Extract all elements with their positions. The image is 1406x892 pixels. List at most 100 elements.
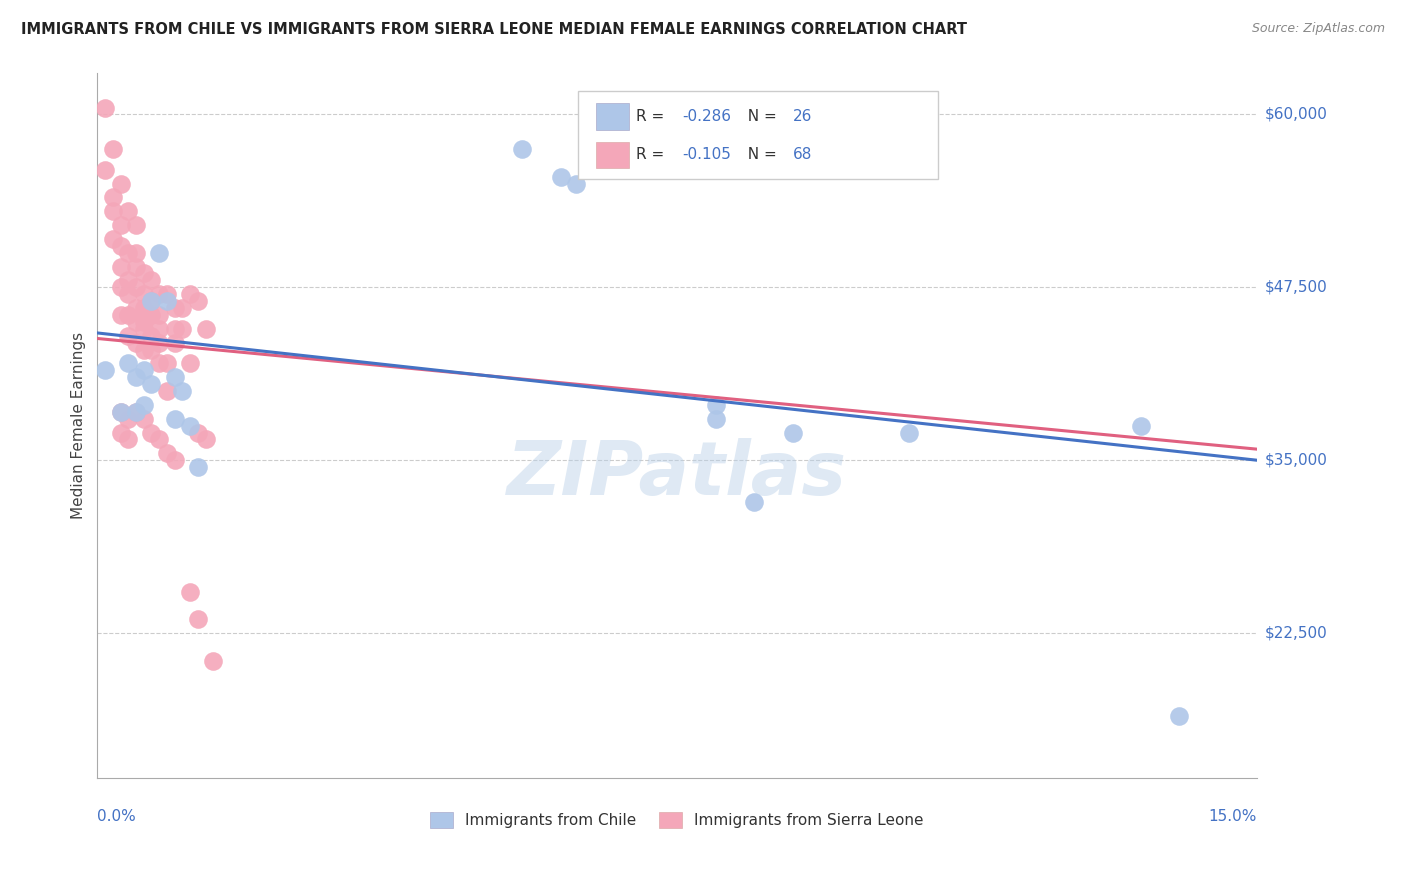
Point <box>117 245 139 260</box>
Point <box>148 287 170 301</box>
Text: R =: R = <box>637 147 669 162</box>
Point <box>156 294 179 309</box>
Point <box>132 398 155 412</box>
Point <box>782 425 804 440</box>
Point <box>125 260 148 274</box>
Point <box>172 322 194 336</box>
Point <box>148 308 170 322</box>
Point <box>704 398 727 412</box>
Point <box>179 356 201 370</box>
Point <box>117 273 139 287</box>
Point <box>141 328 163 343</box>
Point <box>141 294 163 309</box>
Point <box>163 453 186 467</box>
Point <box>163 411 186 425</box>
Point <box>132 315 155 329</box>
Point <box>187 612 209 626</box>
Point <box>194 433 217 447</box>
Point <box>110 308 132 322</box>
Point <box>110 239 132 253</box>
Point <box>179 418 201 433</box>
Text: N =: N = <box>738 109 782 124</box>
Point <box>156 446 179 460</box>
Text: 0.0%: 0.0% <box>97 809 136 824</box>
Point <box>132 343 155 357</box>
Point <box>110 280 132 294</box>
Point <box>110 405 132 419</box>
FancyBboxPatch shape <box>578 91 938 178</box>
Point <box>141 308 163 322</box>
Point <box>132 322 155 336</box>
Text: Source: ZipAtlas.com: Source: ZipAtlas.com <box>1251 22 1385 36</box>
Point <box>94 162 117 177</box>
Point <box>125 280 148 294</box>
Text: $47,500: $47,500 <box>1265 280 1327 295</box>
Point <box>1168 709 1191 723</box>
Point <box>163 370 186 384</box>
Point <box>110 218 132 232</box>
Point <box>202 654 225 668</box>
Text: $60,000: $60,000 <box>1265 107 1327 122</box>
Point <box>148 335 170 350</box>
Point <box>132 287 155 301</box>
Point <box>132 411 155 425</box>
Point <box>187 460 209 475</box>
Point <box>550 169 572 184</box>
Point <box>117 356 139 370</box>
Point <box>141 425 163 440</box>
Point <box>101 190 124 204</box>
FancyBboxPatch shape <box>596 142 630 169</box>
Point <box>141 377 163 392</box>
Point <box>156 384 179 398</box>
Point <box>117 433 139 447</box>
Point <box>512 142 534 156</box>
Point <box>125 245 148 260</box>
Point <box>148 433 170 447</box>
Point <box>172 384 194 398</box>
Text: -0.286: -0.286 <box>683 109 731 124</box>
Point <box>132 267 155 281</box>
Point <box>101 204 124 219</box>
Point <box>187 294 209 309</box>
Text: IMMIGRANTS FROM CHILE VS IMMIGRANTS FROM SIERRA LEONE MEDIAN FEMALE EARNINGS COR: IMMIGRANTS FROM CHILE VS IMMIGRANTS FROM… <box>21 22 967 37</box>
Point <box>156 356 179 370</box>
Point <box>110 260 132 274</box>
Text: 15.0%: 15.0% <box>1208 809 1257 824</box>
Point <box>163 301 186 315</box>
Text: $35,000: $35,000 <box>1265 452 1327 467</box>
Point <box>101 142 124 156</box>
Point <box>94 101 117 115</box>
Point <box>117 411 139 425</box>
Point <box>565 177 588 191</box>
Point <box>1129 418 1152 433</box>
Point <box>117 204 139 219</box>
Point <box>172 301 194 315</box>
Point <box>148 356 170 370</box>
Point <box>125 405 148 419</box>
Point <box>132 301 155 315</box>
Point <box>125 218 148 232</box>
Point <box>125 405 148 419</box>
Point <box>742 494 765 508</box>
Point <box>141 273 163 287</box>
Point <box>125 301 148 315</box>
Text: R =: R = <box>637 109 669 124</box>
Point <box>897 425 920 440</box>
FancyBboxPatch shape <box>596 103 630 129</box>
Point <box>125 370 148 384</box>
Point <box>187 425 209 440</box>
Text: -0.105: -0.105 <box>683 147 731 162</box>
Text: N =: N = <box>738 147 782 162</box>
Y-axis label: Median Female Earnings: Median Female Earnings <box>72 332 86 519</box>
Point <box>110 405 132 419</box>
Text: ZIPatlas: ZIPatlas <box>508 439 846 511</box>
Point <box>117 308 139 322</box>
Point <box>704 411 727 425</box>
Point <box>148 322 170 336</box>
Point <box>125 315 148 329</box>
Text: 26: 26 <box>793 109 813 124</box>
Text: $22,500: $22,500 <box>1265 625 1327 640</box>
Point <box>94 363 117 377</box>
Point <box>117 287 139 301</box>
Point <box>110 177 132 191</box>
